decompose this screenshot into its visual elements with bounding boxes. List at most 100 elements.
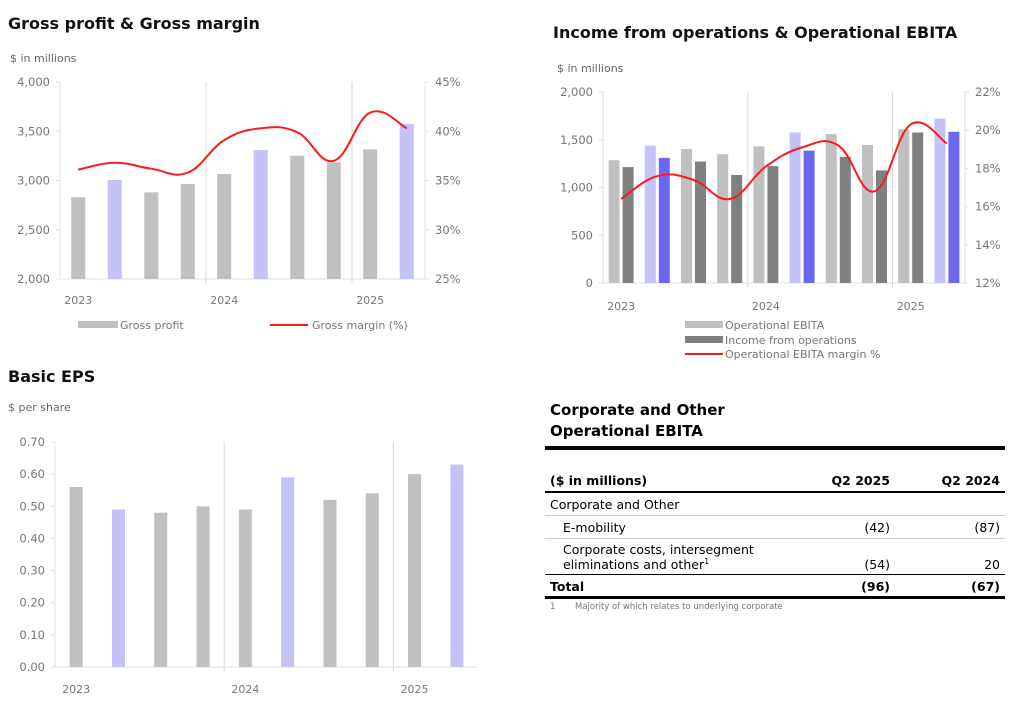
bar-gross-profit [180,183,195,279]
bar-basic-eps [111,509,125,667]
legend-ifo-label: Income from operations [725,334,857,347]
bar-operational-ebita [898,129,910,283]
y-tick-label: 0.70 [19,435,45,449]
eps-chart-title: Basic EPS [8,367,96,386]
bar-income-from-operations [695,161,706,283]
year-label: 2024 [210,294,238,307]
bar-basic-eps [196,506,210,667]
footnote-text: Majority of which relates to underlying … [575,602,783,613]
y-tick-label: 2,000 [17,272,50,286]
bar-income-from-operations [839,156,851,283]
row-value-q2-2025: (54) [864,557,890,573]
y-tick-label: 0.50 [19,499,45,513]
bar-income-from-operations [622,167,634,283]
y2-tick-label: 25% [435,272,460,286]
bar-gross-profit [326,162,341,279]
y-tick-label: 3,500 [17,124,50,138]
bar-operational-ebita [753,146,765,283]
bar-gross-profit [144,192,159,279]
y2-tick-label: 14% [975,238,1001,252]
table-row: Corporate costs, intersegment eliminatio… [545,539,1005,576]
ebita-chart: 0 500 1,000 1,500 2,000 12% 14% 16% 18% 20% 22% 202… [560,85,1001,361]
row-label-line2: eliminations and other [563,557,705,573]
bar-basic-eps [365,493,379,667]
y-tick-label: 2,000 [560,85,593,99]
bar-basic-eps [323,499,337,667]
total-q2-2024: (67) [971,579,1000,595]
corporate-other-table: Corporate and Other Operational EBITA ($… [545,400,1005,615]
bar-gross-profit [217,173,232,279]
y2-tick-label: 35% [435,174,460,188]
year-label: 2024 [752,300,780,313]
row-value-q2-2024: 20 [984,557,1000,573]
total-q2-2025: (96) [861,579,890,595]
margin-line [78,110,408,176]
bar-income-from-operations [767,166,779,283]
table-section-row: Corporate and Other [545,493,1005,516]
bar-operational-ebita [681,149,692,283]
legend-ebita-swatch [685,321,723,328]
bar-operational-ebita [644,145,656,283]
table-footnote: 1 Majority of which relates to underlyin… [545,599,1005,615]
y2-tick-label: 20% [975,123,1001,137]
y2-tick-label: 30% [435,223,460,237]
bar-gross-profit [363,149,378,279]
footnote-mark: 1 [704,557,710,566]
total-label: Total [550,579,585,595]
legend-gross-profit-label: Gross profit [120,319,184,332]
header-q2-2024: Q2 2024 [941,473,1000,488]
bar-operational-ebita [717,154,729,283]
row-label: Corporate costs, intersegment eliminatio… [563,542,780,572]
bar-operational-ebita [608,160,620,283]
bar-basic-eps [408,474,422,667]
year-label: 2023 [607,300,635,313]
table-header-row: ($ in millions) Q2 2025 Q2 2024 [545,473,1005,493]
y2-tick-label: 16% [975,200,1001,214]
legend-gross-margin-label: Gross margin (%) [312,319,408,332]
year-label: 2025 [897,300,925,313]
bar-gross-profit [253,150,268,279]
bar-gross-profit [399,123,414,279]
table-title-line2: Operational EBITA [550,422,703,440]
bar-basic-eps [281,477,295,667]
header-q2-2025: Q2 2025 [831,473,890,488]
y-tick-label: 3,000 [17,174,50,188]
y-tick-label: 500 [571,228,593,242]
row-value-q2-2024: (87) [974,520,1000,535]
bar-gross-profit [107,180,122,279]
year-label: 2024 [231,683,259,696]
bar-gross-profit [290,155,305,279]
ebita-chart-title: Income from operations & Operational EBI… [553,23,958,42]
bar-income-from-operations [731,174,743,283]
y2-tick-label: 12% [975,276,1001,290]
y2-tick-label: 22% [975,85,1001,99]
row-label: E-mobility [563,520,626,535]
bar-basic-eps [450,464,464,667]
y2-tick-label: 40% [435,124,460,138]
footnote-number: 1 [550,602,556,613]
bar-gross-profit [71,197,86,279]
y-tick-label: 0.10 [19,628,45,642]
bar-operational-ebita [825,134,837,283]
y-tick-label: 0.00 [19,660,45,674]
legend-margin-label: Operational EBITA margin % [725,348,880,361]
row-value-q2-2025: (42) [864,520,890,535]
legend-ebita-label: Operational EBITA [725,319,825,332]
y2-tick-label: 45% [435,75,460,89]
bar-income-from-operations [948,131,960,283]
y-tick-label: 1,000 [560,181,593,195]
table-title-line1: Corporate and Other [550,401,725,419]
gross-profit-unit-label: $ in millions [10,52,77,65]
y-tick-label: 0.60 [19,467,45,481]
margin-line [620,121,948,201]
row-label-line1: Corporate costs, intersegment [563,542,754,557]
eps-unit-label: $ per share [8,401,71,414]
bar-income-from-operations [658,157,670,283]
year-label: 2025 [356,294,384,307]
y-tick-label: 1,500 [560,133,593,147]
ebita-unit-label: $ in millions [557,62,624,75]
bar-operational-ebita [862,145,873,283]
table-title-rule [545,446,1005,450]
bar-basic-eps [238,509,252,667]
legend-gross-profit-swatch [78,321,118,328]
